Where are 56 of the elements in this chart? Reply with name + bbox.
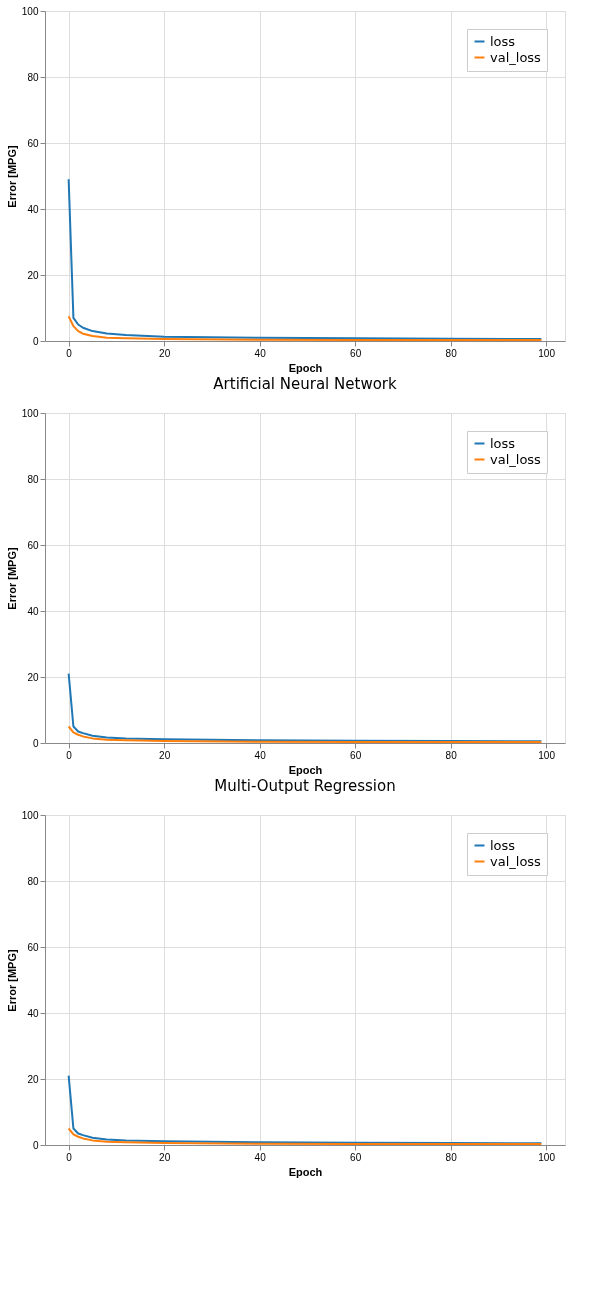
legend-label: loss <box>490 435 516 451</box>
x-tick-label: 20 <box>159 347 171 359</box>
x-tick-label: 100 <box>538 749 556 761</box>
x-tick-label: 80 <box>445 749 458 761</box>
x-axis-title: Epoch <box>288 763 323 776</box>
text: Artificial Neural Network <box>213 375 397 393</box>
legend-label: val_loss <box>490 853 542 869</box>
x-tick-label: 40 <box>254 1151 267 1163</box>
x-tick-label: 40 <box>254 347 267 359</box>
x-tick-label: 80 <box>445 347 458 359</box>
y-tick-label: 100 <box>21 407 39 419</box>
y-tick-label: 0 <box>32 335 39 347</box>
y-tick-label: 20 <box>27 671 39 683</box>
y-tick-label: 60 <box>27 137 39 149</box>
x-tick-label: 40 <box>254 749 267 761</box>
legend-label: val_loss <box>490 451 542 467</box>
x-tick-label: 20 <box>159 1151 171 1163</box>
x-tick-label: 20 <box>159 749 171 761</box>
line-series <box>67 178 543 341</box>
x-tick-label: 100 <box>538 347 556 359</box>
y-tick-label: 100 <box>21 5 39 17</box>
x-tick-label: 60 <box>350 749 362 761</box>
y-tick-label: 80 <box>27 71 39 83</box>
line-series <box>67 725 543 744</box>
y-tick-label: 20 <box>27 269 39 281</box>
y-axis-title: Error [MPG] <box>5 145 18 208</box>
line-series <box>67 1127 543 1146</box>
x-axis-title: Epoch <box>288 1165 323 1178</box>
y-tick-label: 0 <box>32 1139 39 1151</box>
x-tick-label: 0 <box>66 347 73 359</box>
x-tick-label: 0 <box>66 749 73 761</box>
x-tick-label: 100 <box>538 1151 556 1163</box>
y-tick-label: 20 <box>27 1073 39 1085</box>
line-series <box>67 672 543 743</box>
x-tick-label: 80 <box>445 1151 458 1163</box>
y-tick-label: 40 <box>27 605 39 617</box>
x-tick-label: 0 <box>66 1151 73 1163</box>
x-tick-label: 60 <box>350 347 362 359</box>
text: Multi-Output Regression <box>214 777 396 795</box>
legend-label: val_loss <box>490 49 542 65</box>
y-tick-label: 80 <box>27 473 39 485</box>
y-tick-label: 40 <box>27 1007 39 1019</box>
x-tick-label: 60 <box>350 1151 362 1163</box>
line-series <box>67 1074 543 1145</box>
y-tick-label: 40 <box>27 203 39 215</box>
y-tick-label: 80 <box>27 875 39 887</box>
line-series <box>67 315 543 342</box>
legend-label: loss <box>490 837 516 853</box>
y-axis-title: Error [MPG] <box>5 949 18 1012</box>
x-axis-title: Epoch <box>288 361 323 374</box>
y-tick-label: 100 <box>21 809 39 821</box>
y-axis-title: Error [MPG] <box>5 547 18 610</box>
y-tick-label: 60 <box>27 941 39 953</box>
y-tick-label: 0 <box>32 737 39 749</box>
y-tick-label: 60 <box>27 539 39 551</box>
legend-label: loss <box>490 33 516 49</box>
